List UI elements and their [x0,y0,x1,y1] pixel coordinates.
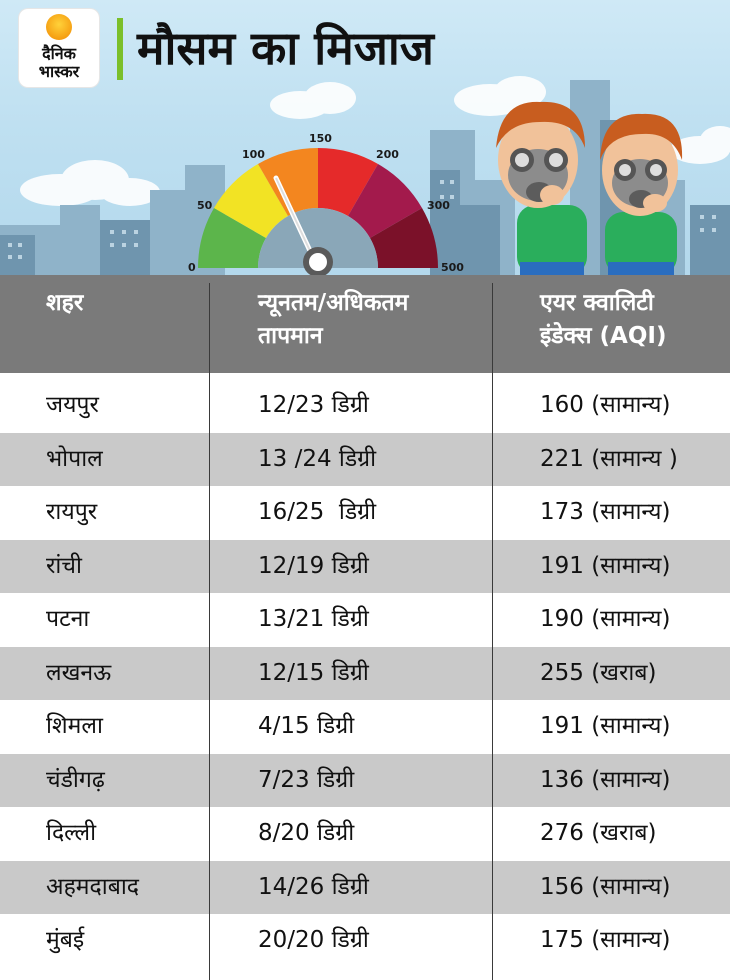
aqi-cell: 175 (सामान्य) [540,927,671,953]
gauge-label-100: 100 [242,148,265,161]
city-cell: शिमला [46,713,103,739]
table-row: अहमदाबाद 14/26 डिग्री 156 (सामान्य) [0,860,730,914]
logo-text-line2: भास्कर [38,62,80,81]
temperature-cell: 16/25 डिग्री [258,499,377,525]
temperature-cell: 12/19 डिग्री [258,552,369,579]
table-row: मुंबई 20/20 डिग्री 175 (सामान्य) [0,914,730,968]
header-aqi: एयर क्वालिटी इंडेक्स (AQI) [540,287,720,353]
table-row: दिल्ली 8/20 डिग्री 276 (खराब) [0,807,730,861]
temperature-cell: 20/20 डिग्री [258,927,369,953]
city-skyline-illustration [0,76,730,275]
city-cell: जयपुर [46,392,99,418]
temperature-cell: 12/15 डिग्री [258,659,369,686]
city-cell: मुंबई [46,927,85,953]
temperature-cell: 14/26 डिग्री [258,873,369,900]
logo-text-line1: दैनिक [42,44,76,63]
table-row: भोपाल 13 /24 डिग्री 221 (सामान्य ) [0,432,730,486]
temperature-cell: 13 /24 डिग्री [258,445,377,472]
column-divider [209,283,210,980]
header-temperature: न्यूनतम/अधिकतम तापमान [258,287,473,353]
header-aqi-line1: एयर क्वालिटी [540,290,654,316]
table-row: जयपुर 12/23 डिग्री 160 (सामान्य) [0,379,730,433]
city-cell: लखनऊ [46,659,112,686]
header-city: शहर [46,290,84,316]
city-cell: भोपाल [46,445,103,472]
table-row: रांची 12/19 डिग्री 191 (सामान्य) [0,539,730,593]
table-row: चंडीगढ़ 7/23 डिग्री 136 (सामान्य) [0,753,730,807]
aqi-cell: 255 (खराब) [540,659,657,686]
aqi-cell: 190 (सामान्य) [540,606,671,632]
gauge-label-0: 0 [188,261,196,274]
table-row: लखनऊ 12/15 डिग्री 255 (खराब) [0,646,730,700]
gauge-label-150: 150 [309,132,332,145]
dainik-bhaskar-logo: दैनिक भास्कर [19,9,99,87]
city-cell: रांची [46,552,82,579]
column-divider [492,283,493,980]
city-cell: अहमदाबाद [46,873,140,900]
aqi-cell: 191 (सामान्य) [540,552,671,579]
city-cell: चंडीगढ़ [46,766,105,793]
city-cell: रायपुर [46,499,98,525]
temperature-cell: 12/23 डिग्री [258,392,369,418]
table-header: शहर न्यूनतम/अधिकतम तापमान एयर क्वालिटी इ… [0,275,730,373]
table-row: रायपुर 16/25 डिग्री 173 (सामान्य) [0,486,730,540]
table-row: शिमला 4/15 डिग्री 191 (सामान्य) [0,700,730,754]
city-cell: पटना [46,606,90,632]
gauge-label-50: 50 [197,199,213,212]
aqi-gauge [197,147,439,275]
child-with-mask-illustration-2 [600,113,683,275]
temperature-cell: 8/20 डिग्री [258,820,355,846]
aqi-cell: 221 (सामान्य ) [540,445,678,472]
temperature-cell: 13/21 डिग्री [258,606,369,632]
temperature-cell: 7/23 डिग्री [258,766,355,793]
aqi-cell: 136 (सामान्य) [540,766,671,793]
sun-icon [46,14,72,40]
aqi-cell: 160 (सामान्य) [540,392,671,418]
aqi-cell: 156 (सामान्य) [540,873,671,900]
header-banner: दैनिक भास्कर मौसम का मिजाज 0 50 100 150 … [0,0,730,275]
city-cell: दिल्ली [46,820,97,846]
aqi-cell: 191 (सामान्य) [540,713,671,739]
aqi-cell: 173 (सामान्य) [540,499,671,525]
header-aqi-line2: इंडेक्स (AQI) [540,323,667,349]
title-accent-bar [117,18,123,80]
child-with-mask-illustration [496,101,587,275]
gauge-label-200: 200 [376,148,399,161]
gauge-label-500: 500 [441,261,464,274]
page-title: मौसम का मिजाज [137,21,434,75]
gauge-label-300: 300 [427,199,450,212]
aqi-cell: 276 (खराब) [540,820,657,846]
header-temperature-line2: तापमान [258,323,323,349]
temperature-cell: 4/15 डिग्री [258,713,355,739]
table-row: पटना 13/21 डिग्री 190 (सामान्य) [0,593,730,647]
header-temperature-line1: न्यूनतम/अधिकतम [258,290,409,316]
